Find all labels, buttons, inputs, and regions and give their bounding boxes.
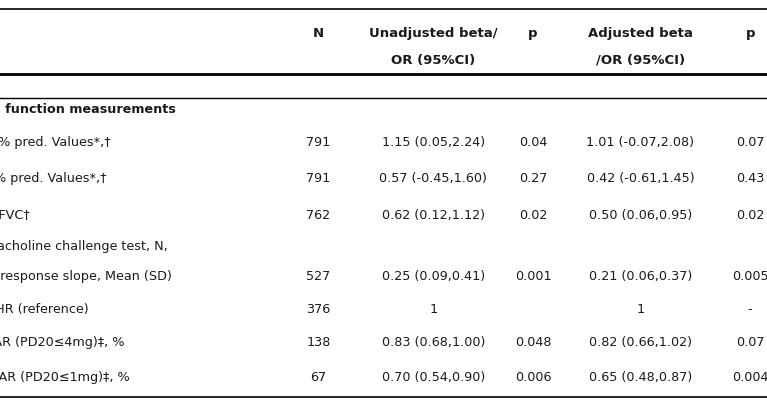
Text: 527: 527 [306, 269, 331, 282]
Text: 762: 762 [306, 208, 331, 221]
Text: FEV₁ % pred. Values*,†: FEV₁ % pred. Values*,† [0, 136, 111, 149]
Text: 0.048: 0.048 [515, 335, 551, 349]
Text: High AR (PD20≤1mg)‡, %: High AR (PD20≤1mg)‡, % [0, 370, 130, 383]
Text: 1.15 (0.05,2.24): 1.15 (0.05,2.24) [382, 136, 485, 149]
Text: 1: 1 [637, 302, 644, 315]
Text: OR (95%CI): OR (95%CI) [391, 53, 476, 66]
Text: /OR (95%CI): /OR (95%CI) [596, 53, 685, 66]
Text: -: - [748, 302, 752, 315]
Text: 0.25 (0.09,0.41): 0.25 (0.09,0.41) [382, 269, 485, 282]
Text: 0.83 (0.68,1.00): 0.83 (0.68,1.00) [382, 335, 485, 349]
Text: Adjusted beta: Adjusted beta [588, 26, 693, 40]
Text: 0.42 (-0.61,1.45): 0.42 (-0.61,1.45) [587, 172, 694, 185]
Text: 0.02: 0.02 [519, 208, 547, 221]
Text: 376: 376 [306, 302, 331, 315]
Text: 0.70 (0.54,0.90): 0.70 (0.54,0.90) [382, 370, 485, 383]
Text: 0.62 (0.12,1.12): 0.62 (0.12,1.12) [382, 208, 485, 221]
Text: 791: 791 [306, 136, 331, 149]
Text: 0.02: 0.02 [736, 208, 764, 221]
Text: 138: 138 [306, 335, 331, 349]
Text: Any AR (PD20≤4mg)‡, %: Any AR (PD20≤4mg)‡, % [0, 335, 125, 349]
Text: 0.005: 0.005 [732, 269, 767, 282]
Text: 0.07: 0.07 [736, 136, 765, 149]
Text: 791: 791 [306, 172, 331, 185]
Text: 67: 67 [310, 370, 327, 383]
Text: 0.04: 0.04 [519, 136, 547, 149]
Text: 0.21 (0.06,0.37): 0.21 (0.06,0.37) [589, 269, 692, 282]
Text: 0.006: 0.006 [515, 370, 551, 383]
Text: 0.82 (0.66,1.02): 0.82 (0.66,1.02) [589, 335, 692, 349]
Text: 0.43: 0.43 [736, 172, 764, 185]
Text: FVC % pred. Values*,†: FVC % pred. Values*,† [0, 172, 107, 185]
Text: Methacholine challenge test, N,: Methacholine challenge test, N, [0, 239, 168, 252]
Text: 0.57 (-0.45,1.60): 0.57 (-0.45,1.60) [380, 172, 487, 185]
Text: No AHR (reference): No AHR (reference) [0, 302, 89, 315]
Text: Unadjusted beta/: Unadjusted beta/ [369, 26, 498, 40]
Text: 0.001: 0.001 [515, 269, 551, 282]
Text: 0.07: 0.07 [736, 335, 765, 349]
Text: 1: 1 [430, 302, 437, 315]
Text: N: N [313, 26, 324, 40]
Text: 0.65 (0.48,0.87): 0.65 (0.48,0.87) [589, 370, 692, 383]
Text: FEV₁/FVC†: FEV₁/FVC† [0, 208, 30, 221]
Text: p: p [528, 26, 538, 40]
Text: 0.50 (0.06,0.95): 0.50 (0.06,0.95) [589, 208, 692, 221]
Text: p: p [746, 26, 755, 40]
Text: 0.004: 0.004 [732, 370, 767, 383]
Text: 0.27: 0.27 [519, 172, 547, 185]
Text: Lung function measurements: Lung function measurements [0, 103, 176, 116]
Text: dose-response slope, Mean (SD): dose-response slope, Mean (SD) [0, 269, 173, 282]
Text: 1.01 (-0.07,2.08): 1.01 (-0.07,2.08) [587, 136, 694, 149]
